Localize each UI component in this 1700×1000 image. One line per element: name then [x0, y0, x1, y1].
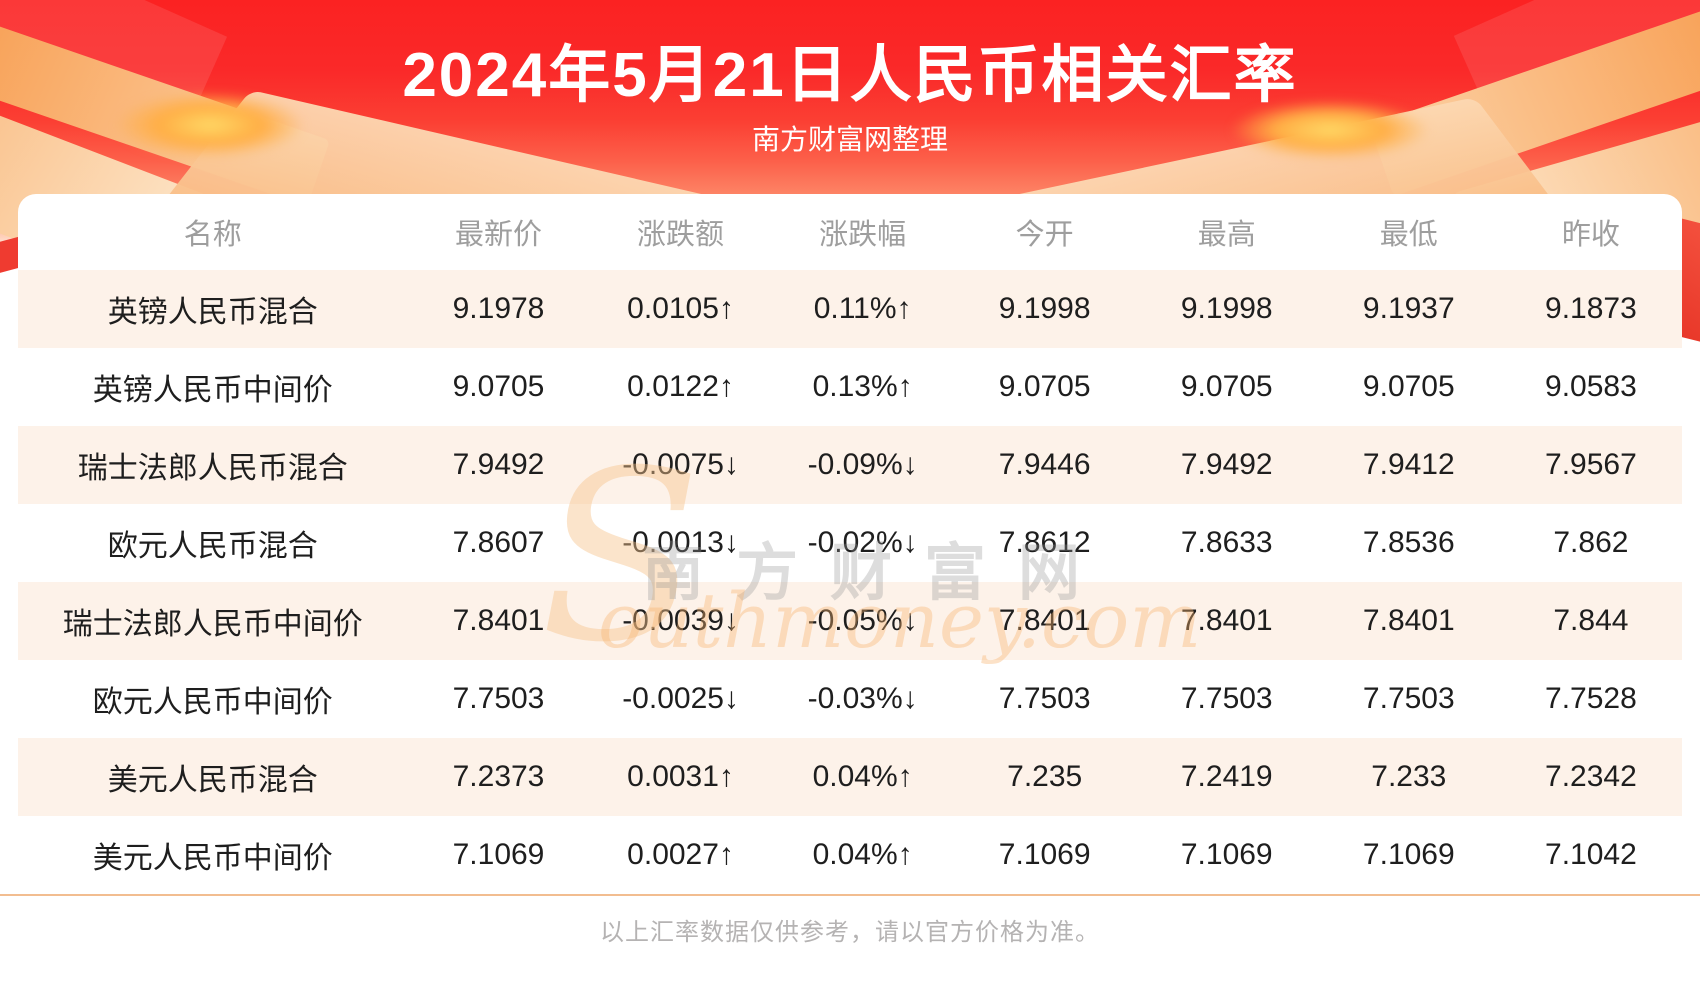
- page-title: 2024年5月21日人民币相关汇率: [402, 41, 1298, 110]
- table-row: 美元人民币混合 7.2373 0.0031↑ 0.04%↑ 7.235 7.2419 7.2…: [18, 738, 1682, 816]
- table-row: 欧元人民币中间价 7.7503 -0.0025↓ -0.03%↓ 7.7503 7.750…: [18, 660, 1682, 738]
- change-cell: -0.0025↓: [622, 682, 739, 715]
- table-row: 美元人民币中间价 7.1069 0.0027↑ 0.04%↑ 7.1069 7.1069 7…: [18, 816, 1682, 894]
- low-cell: 7.7503: [1362, 682, 1455, 715]
- table-row: 欧元人民币混合 7.8607 -0.0013↓ -0.02%↓ 7.8612 7.8633…: [18, 504, 1682, 582]
- last-price-cell: 7.1069: [452, 838, 545, 871]
- change-cell: 0.0105↑: [589, 270, 772, 348]
- pct-change-cell: -0.05%↓: [771, 582, 954, 660]
- open-cell: 7.235: [953, 738, 1136, 816]
- low-cell: 9.0705: [1362, 370, 1455, 403]
- change-cell: -0.0013↓: [622, 526, 739, 559]
- page-subtitle: 南方财富网整理: [751, 124, 948, 155]
- last-price-cell: 9.0705: [452, 370, 545, 403]
- rates-card: 名称 最新价 涨跌额 涨跌幅 今开 最高 最低 昨收 英镑人民币混合 9.1978 0.0105↑…: [18, 194, 1682, 894]
- last-price-cell: 7.7503: [452, 682, 545, 715]
- prev-close-cell: 7.9567: [1499, 426, 1682, 504]
- high-cell: 9.0705: [1180, 370, 1273, 403]
- column-header: 涨跌幅: [819, 219, 907, 251]
- prev-close-cell: 9.1873: [1499, 270, 1682, 348]
- high-cell: 7.9492: [1135, 426, 1318, 504]
- change-cell: 0.0122↑: [627, 370, 734, 403]
- prev-close-cell: 9.0583: [1545, 370, 1637, 403]
- low-cell: 7.233: [1317, 738, 1500, 816]
- high-cell: 7.8401: [1135, 582, 1318, 660]
- change-cell: -0.0075↓: [589, 426, 772, 504]
- pct-change-cell: -0.03%↓: [807, 682, 918, 715]
- change-cell: 0.0027↑: [627, 838, 734, 871]
- column-header: 今开: [1015, 219, 1074, 251]
- prev-close-cell: 7.1042: [1545, 838, 1637, 871]
- open-cell: 7.8612: [998, 526, 1091, 559]
- name-cell: 英镑人民币混合: [18, 270, 408, 348]
- prev-close-cell: 7.7528: [1545, 682, 1637, 715]
- change-cell: -0.0039↓: [589, 582, 772, 660]
- pct-change-cell: 0.13%↑: [812, 370, 913, 403]
- rate-table-body: 英镑人民币混合 9.1978 0.0105↑ 0.11%↑ 9.1998 9.1998 9.…: [18, 270, 1682, 894]
- high-cell: 7.7503: [1180, 682, 1273, 715]
- low-cell: 7.1069: [1362, 838, 1455, 871]
- last-price-cell: 7.8401: [407, 582, 590, 660]
- name-cell: 美元人民币混合: [18, 738, 408, 816]
- column-header: 涨跌额: [637, 219, 725, 251]
- low-cell: 7.9412: [1317, 426, 1500, 504]
- low-cell: 7.8536: [1362, 526, 1455, 559]
- pct-change-cell: 0.04%↑: [812, 838, 913, 871]
- column-header: 名称: [183, 219, 242, 251]
- footer-divider: [0, 894, 1700, 896]
- table-row: 瑞士法郎人民币中间价 7.8401 -0.0039↓ -0.05%↓ 7.8401 7.8…: [18, 582, 1682, 660]
- high-cell: 7.2419: [1135, 738, 1318, 816]
- name-cell: 欧元人民币混合: [107, 530, 318, 563]
- pct-change-cell: 0.04%↑: [771, 738, 954, 816]
- open-cell: 9.1998: [953, 270, 1136, 348]
- high-cell: 9.1998: [1135, 270, 1318, 348]
- low-cell: 9.1937: [1317, 270, 1500, 348]
- pct-change-cell: -0.09%↓: [771, 426, 954, 504]
- table-row: 英镑人民币混合 9.1978 0.0105↑ 0.11%↑ 9.1998 9.1998 9.…: [18, 270, 1682, 348]
- low-cell: 7.8401: [1317, 582, 1500, 660]
- column-header: 最新价: [454, 219, 542, 251]
- prev-close-cell: 7.2342: [1499, 738, 1682, 816]
- name-cell: 瑞士法郎人民币混合: [18, 426, 408, 504]
- name-cell: 欧元人民币中间价: [92, 686, 333, 719]
- prev-close-cell: 7.862: [1553, 526, 1629, 559]
- open-cell: 7.8401: [953, 582, 1136, 660]
- gold-glow-right-icon: [1230, 100, 1430, 160]
- name-cell: 瑞士法郎人民币中间价: [18, 582, 408, 660]
- open-cell: 7.1069: [998, 838, 1091, 871]
- gold-glow-left-icon: [115, 92, 305, 158]
- open-cell: 9.0705: [998, 370, 1091, 403]
- last-price-cell: 9.1978: [407, 270, 590, 348]
- high-cell: 7.1069: [1180, 838, 1273, 871]
- high-cell: 7.8633: [1180, 526, 1273, 559]
- last-price-cell: 7.8607: [452, 526, 545, 559]
- table-row: 英镑人民币中间价 9.0705 0.0122↑ 0.13%↑ 9.0705 9.0705 9…: [18, 348, 1682, 426]
- open-cell: 7.7503: [998, 682, 1091, 715]
- pct-change-cell: 0.11%↑: [771, 270, 954, 348]
- rates-table: 名称 最新价 涨跌额 涨跌幅 今开 最高 最低 昨收 英镑人民币混合 9.1978 0.0105↑…: [18, 194, 1682, 894]
- column-header: 最高: [1197, 219, 1256, 251]
- column-header: 昨收: [1561, 219, 1620, 251]
- prev-close-cell: 7.844: [1499, 582, 1682, 660]
- name-cell: 英镑人民币中间价: [92, 374, 333, 407]
- last-price-cell: 7.9492: [407, 426, 590, 504]
- change-cell: 0.0031↑: [589, 738, 772, 816]
- table-row: 瑞士法郎人民币混合 7.9492 -0.0075↓ -0.09%↓ 7.9446 7.94…: [18, 426, 1682, 504]
- disclaimer-text: 以上汇率数据仅供参考，请以官方价格为准。: [600, 919, 1100, 946]
- table-header-row: 名称 最新价 涨跌额 涨跌幅 今开 最高 最低 昨收: [18, 194, 1682, 270]
- pct-change-cell: -0.02%↓: [807, 526, 918, 559]
- last-price-cell: 7.2373: [407, 738, 590, 816]
- open-cell: 7.9446: [953, 426, 1136, 504]
- name-cell: 美元人民币中间价: [92, 842, 333, 875]
- column-header: 最低: [1379, 219, 1438, 251]
